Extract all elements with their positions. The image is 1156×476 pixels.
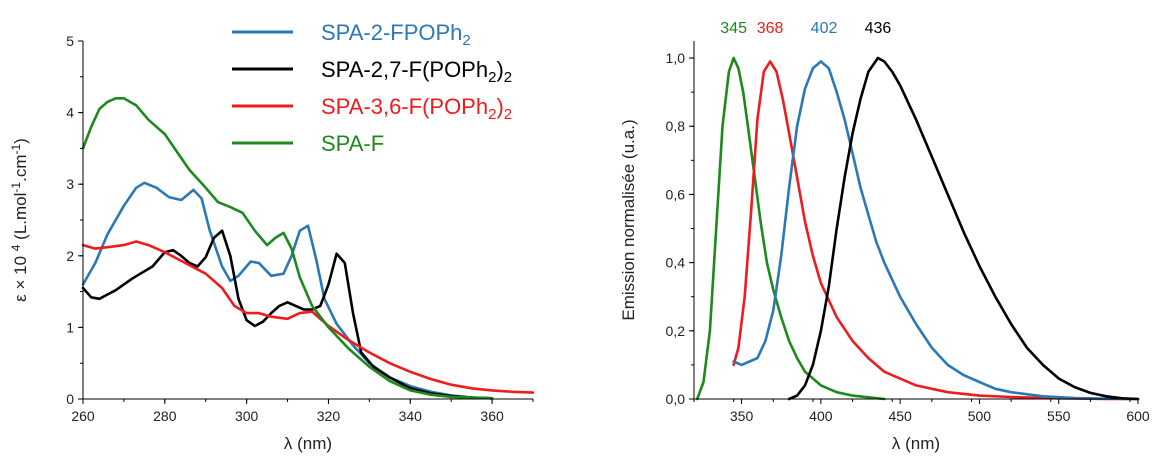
x-axis-label: λ (nm): [892, 434, 940, 453]
y-tick-label: 1,0: [666, 50, 686, 66]
y-tick-label: 0,2: [666, 323, 686, 339]
peak-label: 402: [811, 20, 838, 37]
x-tick-label: 400: [809, 408, 833, 424]
peak-label: 345: [720, 20, 747, 37]
y-tick-label: 0,0: [666, 391, 686, 407]
y-tick-label: 4: [66, 105, 74, 121]
series-line-1: [732, 60, 1140, 401]
x-tick-label: 280: [153, 408, 177, 424]
series-line-3: [81, 97, 494, 400]
y-tick-label: 2: [66, 248, 74, 264]
legend-entry: SPA-F: [321, 131, 384, 156]
series-line-1: [81, 229, 494, 400]
y-tick-label: 3: [66, 176, 74, 192]
emission-chart: 350 400 450 500 550 600 0,0 0,2 0,4 0,6 0,8 1,0 λ (n…: [619, 20, 1150, 453]
peak-label: 436: [865, 20, 892, 37]
series-line-2: [732, 60, 1140, 401]
legend-entry: SPA-2,7-F(POPh2)2: [321, 57, 512, 86]
x-axis-label: λ (nm): [284, 434, 332, 453]
x-tick-label: 340: [399, 408, 423, 424]
x-tick-label: 500: [968, 408, 992, 424]
peak-label: 368: [757, 20, 784, 37]
y-tick-label: 5: [66, 33, 74, 49]
y-axis-label: Emission normalisée (u.a.): [619, 119, 638, 320]
y-tick-label: 0,8: [666, 118, 686, 134]
y-tick-label: 0: [66, 391, 74, 407]
x-tick-label: 600: [1126, 408, 1150, 424]
legend-entry: SPA-3,6-F(POPh2)2: [321, 94, 512, 123]
series-line-2: [81, 240, 535, 394]
x-tick-label: 360: [480, 408, 504, 424]
y-axis-label: ε × 10 4 (L.mol-1.cm-1): [9, 138, 30, 302]
series-line-3: [787, 56, 1140, 401]
series-line-0: [81, 181, 494, 400]
absorption-chart: 260 280 300 320 340 360 0 1 2 3 4 5 λ (nm) ε × 10 4 (…: [9, 20, 535, 453]
x-tick-label: 550: [1047, 408, 1071, 424]
series-line-0: [695, 56, 886, 401]
y-tick-label: 0,6: [666, 186, 686, 202]
x-tick-label: 260: [71, 408, 95, 424]
y-tick-label: 1: [66, 319, 74, 335]
x-tick-label: 450: [888, 408, 912, 424]
y-tick-label: 0,4: [666, 255, 686, 271]
x-tick-label: 300: [235, 408, 259, 424]
legend-entry: SPA-2-FPOPh2: [321, 20, 471, 49]
x-tick-label: 350: [730, 408, 754, 424]
x-tick-label: 320: [317, 408, 341, 424]
